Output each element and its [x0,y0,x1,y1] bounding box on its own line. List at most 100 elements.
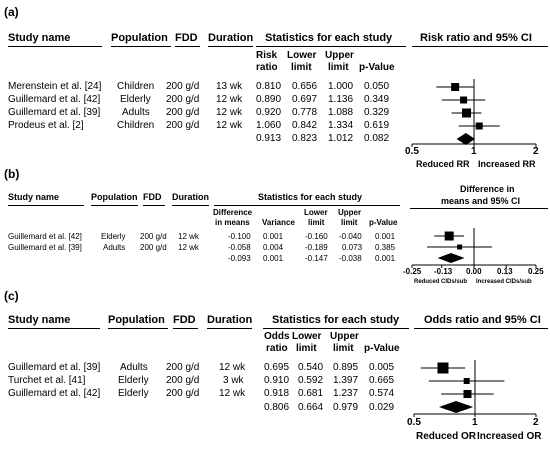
pooled-upper-value: 0.979 [333,402,359,413]
fdd: 200 g/d [166,362,200,373]
estimate-value: -0.100 [228,232,251,241]
variance-value: 0.004 [263,243,284,252]
pooled-upper-value: -0.038 [339,254,362,263]
header-underline [8,205,84,206]
fdd: 200 g/d [140,232,167,241]
pooled-variance-value: 0.001 [263,254,284,263]
study-point-marker [451,83,460,91]
p-value: 0.005 [369,362,395,373]
header-stats: Statistics for each study [265,32,393,44]
col-estimate-header: ratio [256,62,278,73]
fdd: 200 g/d [140,243,167,252]
header-underline [208,46,253,47]
header-underline [412,46,548,47]
lower-value: -0.160 [305,232,328,241]
header-duration: Duration [208,32,254,44]
x-tick-label: 1 [472,417,478,428]
study-point-marker [437,362,449,374]
study-point-marker [462,108,472,118]
col-lower-header: limit [296,343,317,354]
upper-value: 1.088 [328,107,354,118]
p-value: 0.619 [364,120,390,131]
x-tick-label: 2 [533,417,539,428]
pooled-diamond [456,133,476,145]
header-underline [108,328,168,329]
right-direction-label: Increased OR [477,431,542,442]
variance-value: 0.001 [263,232,284,241]
p-value: 0.385 [375,243,396,252]
study-name: Guillemard et al. [42] [8,94,101,105]
study-name: Guillemard et al. [42] [8,232,82,241]
pooled-lower-value: 0.823 [292,133,318,144]
population: Elderly [118,375,149,386]
col-upper-header: limit [341,218,358,227]
header-underline [256,46,406,47]
study-name: Guillemard et al. [39] [8,362,101,373]
estimate-value: 0.920 [256,107,282,118]
estimate-value: 0.810 [256,81,282,92]
col-estimate-header: Odds [264,331,290,342]
panel-label: (c) [4,289,19,303]
p-value: 0.349 [364,94,390,105]
study-point-marker [463,378,470,384]
x-tick-label: 0.5 [407,417,421,428]
header-population: Population [108,314,165,326]
study-name: Prodeus et al. [2] [8,120,84,131]
pooled-p-value: 0.082 [364,133,390,144]
col-lower-header: limit [308,218,325,227]
col-upper-header: Upper [338,208,362,217]
lower-value: 0.656 [292,81,318,92]
col-lower-header: limit [291,62,312,73]
header-underline [263,328,409,329]
header-ci: Odds ratio and 95% CI [424,314,541,326]
col-estimate-header: ratio [266,343,288,354]
pooled-diamond [437,253,465,263]
panel-label: (a) [4,5,19,19]
col-upper-header: Upper [330,331,359,342]
pooled-p-value: 0.029 [369,402,395,413]
estimate-value: 0.695 [264,362,290,373]
pooled-p-value: 0.001 [375,254,396,263]
header-stats: Statistics for each study [258,192,363,202]
p-value: 0.329 [364,107,390,118]
duration: 12 wk [219,388,246,399]
duration: 12 wk [216,107,243,118]
upper-value: 0.895 [333,362,359,373]
col-upper-header: limit [333,343,354,354]
x-tick-label: 2 [533,146,539,157]
col-lower-header: Lower [304,208,328,217]
duration: 12 wk [219,362,246,373]
pooled-estimate-value: -0.093 [228,254,251,263]
x-tick-label: 0.5 [405,146,419,157]
study-point-marker [475,122,483,130]
population: Children [117,81,155,92]
x-tick-label: -0.25 [403,267,422,276]
lower-value: 0.842 [292,120,318,131]
pooled-lower-value: 0.664 [298,402,324,413]
population: Elderly [101,232,126,241]
col-estimate-header: Difference [213,208,253,217]
panel-label: (b) [4,167,20,181]
upper-value: 1.000 [328,81,354,92]
header-study: Study name [8,32,71,44]
x-tick-label: -0.13 [434,267,453,276]
col-pvalue-header: p-Value [369,218,398,227]
fdd: 200 g/d [166,94,200,105]
col-lower-header: Lower [292,331,322,342]
study-point-marker [460,96,468,104]
population: Elderly [120,94,151,105]
pooled-diamond [438,401,474,413]
duration: 12 wk [178,232,199,241]
upper-value: 1.397 [333,375,359,386]
p-value: 0.001 [375,232,396,241]
header-duration: Duration [172,192,209,202]
lower-value: 0.778 [292,107,318,118]
population: Children [117,120,155,131]
header-ci: means and 95% CI [441,196,521,206]
duration: 13 wk [216,81,243,92]
x-tick-label: 0.13 [497,267,513,276]
header-underline [172,205,209,206]
header-fdd: FDD [175,32,198,44]
upper-value: -0.040 [339,232,362,241]
